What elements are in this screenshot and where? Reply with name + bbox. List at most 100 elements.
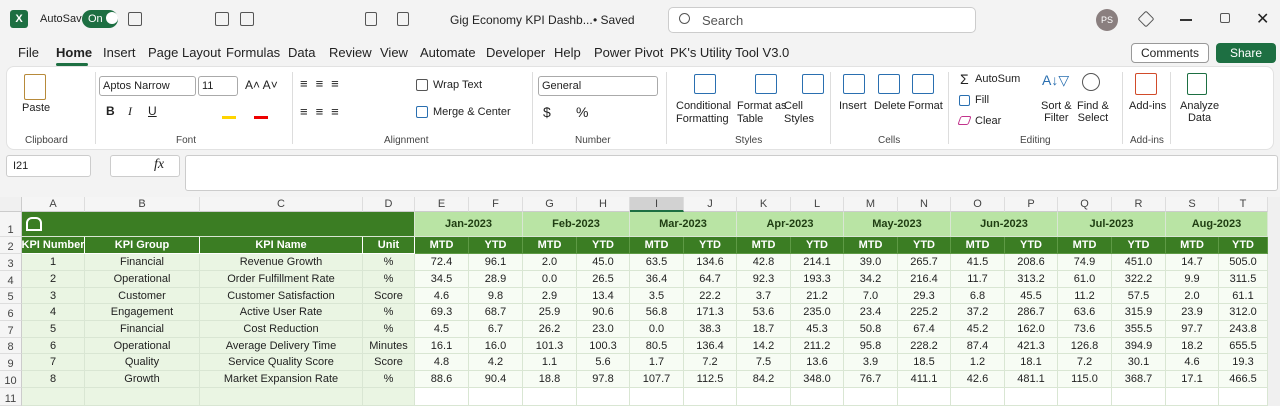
cell[interactable]: 505.0 [1219, 254, 1268, 271]
cell[interactable]: 97.8 [577, 371, 630, 388]
column-header[interactable]: N [898, 197, 951, 212]
cell[interactable]: 45.5 [1005, 288, 1058, 304]
cell[interactable]: 4.8 [415, 354, 469, 371]
cell[interactable]: 29.3 [898, 288, 951, 304]
styles-label[interactable]: Cell [784, 100, 803, 112]
cell[interactable]: 45.3 [791, 321, 844, 338]
cell[interactable]: 655.5 [1219, 338, 1268, 354]
cell[interactable]: YTD [1219, 237, 1268, 254]
menu-tab[interactable]: Help [554, 45, 581, 60]
cell[interactable]: Mar-2023 [630, 212, 737, 237]
cell[interactable]: 73.6 [1058, 321, 1112, 338]
calc-icon[interactable] [397, 12, 409, 26]
cell[interactable]: % [363, 321, 415, 338]
name-box[interactable]: I21 [6, 155, 91, 177]
cell[interactable]: 23.4 [844, 304, 898, 321]
cell[interactable]: 14.7 [1166, 254, 1219, 271]
cell[interactable]: Active User Rate [200, 304, 363, 321]
cells-label[interactable]: Format [908, 100, 943, 112]
cell[interactable]: YTD [469, 237, 523, 254]
analyze-data[interactable]: Analyze Data [1180, 100, 1219, 124]
cell[interactable]: Service Quality Score [200, 354, 363, 371]
cell[interactable]: MTD [844, 237, 898, 254]
search-box[interactable]: Search [668, 7, 976, 33]
cell[interactable]: 466.5 [1219, 371, 1268, 388]
cell[interactable]: 243.8 [1219, 321, 1268, 338]
cell[interactable]: 39.0 [844, 254, 898, 271]
column-header[interactable]: E [415, 197, 469, 212]
cell[interactable]: 95.8 [844, 338, 898, 354]
cell[interactable]: KPI Number [22, 237, 85, 254]
cell[interactable]: Revenue Growth [200, 254, 363, 271]
cell[interactable]: YTD [898, 237, 951, 254]
cell[interactable]: 4 [22, 304, 85, 321]
cell[interactable]: 235.0 [791, 304, 844, 321]
cell[interactable]: 312.0 [1219, 304, 1268, 321]
column-header[interactable]: A [22, 197, 85, 212]
column-header[interactable]: G [523, 197, 577, 212]
column-header[interactable]: I [630, 197, 684, 212]
cell[interactable]: Quality [85, 354, 200, 371]
grow-font[interactable]: A˄ A˅ [245, 78, 278, 92]
cell[interactable] [951, 388, 1005, 406]
cell[interactable] [1005, 388, 1058, 406]
cell[interactable]: Feb-2023 [523, 212, 630, 237]
cell[interactable]: 193.3 [791, 271, 844, 288]
cell[interactable]: Apr-2023 [737, 212, 844, 237]
cell[interactable]: 11.7 [951, 271, 1005, 288]
cells-label[interactable]: Delete [874, 100, 906, 112]
styles-label[interactable]: Table [737, 113, 764, 125]
font-name[interactable]: Aptos Narrow [99, 76, 196, 96]
cell[interactable]: 2.0 [523, 254, 577, 271]
font-color[interactable] [254, 116, 268, 119]
column-header[interactable]: Q [1058, 197, 1112, 212]
cell[interactable]: 421.3 [1005, 338, 1058, 354]
cell[interactable] [898, 388, 951, 406]
cell[interactable]: 16.0 [469, 338, 523, 354]
cell[interactable]: 3.9 [844, 354, 898, 371]
cell[interactable]: 30.1 [1112, 354, 1166, 371]
cell[interactable]: Financial [85, 254, 200, 271]
column-header[interactable]: D [363, 197, 415, 212]
cell[interactable]: Engagement [85, 304, 200, 321]
cell[interactable]: 76.7 [844, 371, 898, 388]
cell[interactable]: Unit [363, 237, 415, 254]
cell[interactable] [844, 388, 898, 406]
cell[interactable]: 67.4 [898, 321, 951, 338]
menu-tab[interactable]: Automate [420, 45, 476, 60]
find-select[interactable]: Find & Select [1077, 100, 1109, 124]
cell[interactable]: 6.7 [469, 321, 523, 338]
cell[interactable]: 92.3 [737, 271, 791, 288]
cell[interactable]: 228.2 [898, 338, 951, 354]
cell[interactable]: 45.0 [577, 254, 630, 271]
borders-icon[interactable] [215, 12, 229, 26]
cell[interactable]: 4.6 [1166, 354, 1219, 371]
cell[interactable]: KPI Name [200, 237, 363, 254]
cell[interactable]: 13.6 [791, 354, 844, 371]
cell[interactable]: 315.9 [1112, 304, 1166, 321]
cell[interactable]: MTD [415, 237, 469, 254]
cell[interactable]: 16.1 [415, 338, 469, 354]
cell[interactable] [630, 388, 684, 406]
cell[interactable]: 22.2 [684, 288, 737, 304]
styles-label[interactable]: Conditional [676, 100, 732, 112]
cell[interactable]: MTD [630, 237, 684, 254]
cell[interactable] [22, 388, 85, 406]
cell[interactable]: 56.8 [630, 304, 684, 321]
cell[interactable]: 72.4 [415, 254, 469, 271]
fx-label[interactable]: fx [154, 157, 165, 172]
column-header[interactable]: T [1219, 197, 1268, 212]
row-header[interactable]: 1 [0, 212, 22, 237]
cell[interactable]: 101.3 [523, 338, 577, 354]
cell[interactable]: YTD [1112, 237, 1166, 254]
cell[interactable] [85, 388, 200, 406]
cell[interactable]: 5.6 [577, 354, 630, 371]
table-icon[interactable] [240, 12, 254, 26]
cell[interactable]: 9.8 [469, 288, 523, 304]
cell[interactable]: Jan-2023 [415, 212, 523, 237]
bold-button[interactable]: B [106, 104, 115, 118]
cell[interactable] [415, 388, 469, 406]
column-header[interactable]: C [200, 197, 363, 212]
cell[interactable]: 42.8 [737, 254, 791, 271]
comments-button[interactable]: Comments [1131, 43, 1209, 63]
